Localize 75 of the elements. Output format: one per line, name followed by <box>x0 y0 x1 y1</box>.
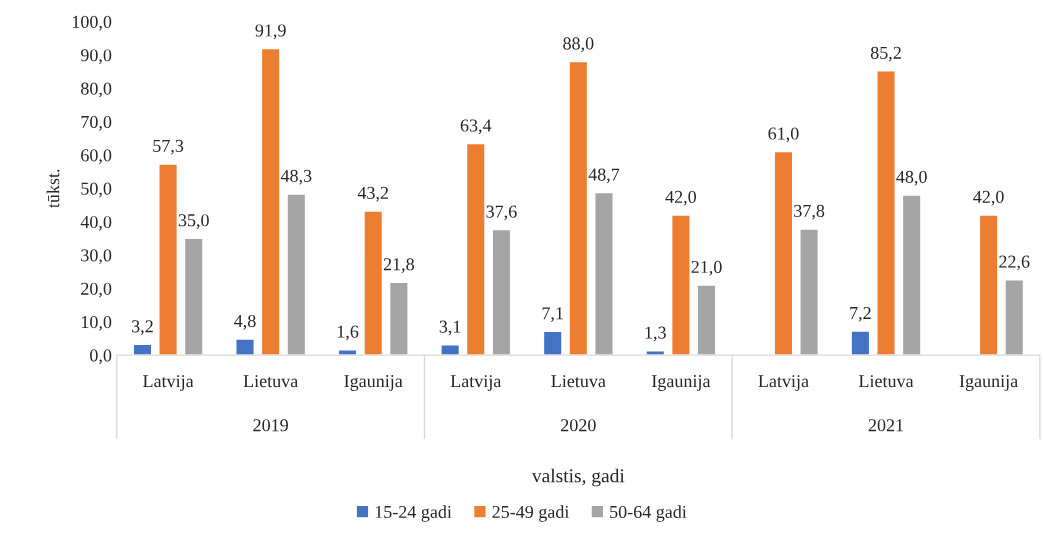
bar <box>388 281 409 356</box>
data-label: 22,6 <box>999 255 1030 271</box>
bar <box>286 193 307 356</box>
bar <box>440 344 461 356</box>
data-label: 57,3 <box>153 139 184 155</box>
legend-label: 50-64 gadi <box>610 505 687 522</box>
data-label: 4,8 <box>234 314 256 330</box>
bar <box>876 70 896 356</box>
data-label: 21,8 <box>383 258 414 273</box>
data-label: 3,1 <box>439 320 461 336</box>
bar <box>491 228 512 356</box>
x-axis-title: valstis, gadi <box>531 468 625 487</box>
bar <box>773 150 794 356</box>
bar <box>235 338 255 356</box>
text: 2019 <box>253 419 288 432</box>
bar <box>696 284 717 356</box>
x-tick-label: Lietuva <box>858 375 914 388</box>
y-tick-label: 70,0 <box>81 115 112 131</box>
x-tick-label: Latvija <box>143 375 194 391</box>
data-label: 42,0 <box>973 190 1004 206</box>
data-label: 7,2 <box>850 306 871 322</box>
bar <box>1004 279 1025 356</box>
bar <box>183 237 204 356</box>
data-label: 61,0 <box>768 127 799 143</box>
x-tick-label: Latvija <box>758 375 809 391</box>
data-label: 7,1 <box>542 307 563 322</box>
data-label: 48,0 <box>896 170 927 186</box>
y-tick-label: 80,0 <box>81 82 112 98</box>
data-label: 3,2 <box>132 320 153 335</box>
x-tick-label: Lietuva <box>243 375 298 388</box>
x-tick-label: Igaunija <box>959 375 1018 391</box>
data-label: 85,2 <box>870 46 901 62</box>
legend-label: 25-49 gadi <box>492 505 570 522</box>
data-label: 88,0 <box>563 37 594 53</box>
y-tick-label: 50,0 <box>81 182 112 198</box>
data-label: 21,0 <box>691 260 722 276</box>
x-tick-label: Latvija <box>450 375 502 391</box>
bar <box>594 191 614 356</box>
data-label: 42,0 <box>665 190 697 206</box>
bar <box>568 60 589 356</box>
data-label: 37,6 <box>486 205 517 221</box>
bar <box>542 330 563 356</box>
data-label: 43,2 <box>357 186 389 202</box>
y-tick-label: 30,0 <box>81 249 112 265</box>
data-label: 91,9 <box>255 24 286 40</box>
data-label: 63,4 <box>460 119 492 135</box>
data-label: 1,6 <box>337 325 359 341</box>
y-tick-label: 90,0 <box>80 49 112 64</box>
text: 2021 <box>868 419 903 432</box>
bar <box>670 214 691 356</box>
bar <box>363 210 384 356</box>
bar <box>799 228 820 356</box>
data-label: 48,3 <box>280 169 312 185</box>
data-label: 1,3 <box>645 326 666 342</box>
x-tick-label: Igaunija <box>344 375 403 391</box>
y-tick-label: 0,0 <box>90 349 112 365</box>
bar <box>260 47 281 356</box>
data-label: 35,0 <box>178 214 209 229</box>
y-tick-label: 40,0 <box>80 215 112 231</box>
bar <box>978 214 999 356</box>
x-tick-label: Lietuva <box>551 375 606 388</box>
bar <box>901 194 922 356</box>
legend-label: 15-24 gadi <box>375 505 452 522</box>
bar <box>465 142 486 356</box>
x-tick-label: Igaunija <box>651 375 711 391</box>
data-label: 37,8 <box>794 204 825 220</box>
bar <box>158 163 179 356</box>
y-tick-label: 10,0 <box>81 315 112 331</box>
y-axis-title: tūkst. <box>46 169 60 208</box>
y-tick-label: 100,0 <box>72 15 112 31</box>
bar <box>850 330 871 356</box>
y-tick-label: 60,0 <box>81 149 112 164</box>
data-label: 48,7 <box>588 168 620 184</box>
text: 2020 <box>561 419 596 432</box>
y-tick-label: 20,0 <box>81 282 112 298</box>
